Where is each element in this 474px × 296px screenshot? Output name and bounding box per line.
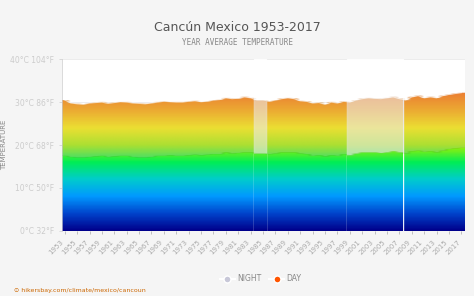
Text: Cancún Mexico 1953-2017: Cancún Mexico 1953-2017 [154,21,320,34]
Legend: NIGHT, DAY: NIGHT, DAY [217,271,305,286]
Y-axis label: TEMPERATURE: TEMPERATURE [1,120,7,170]
Text: YEAR AVERAGE TEMPERATURE: YEAR AVERAGE TEMPERATURE [182,38,292,47]
Bar [254,59,266,231]
Text: ⊙ hikersbay.com/climate/mexico/cancoun: ⊙ hikersbay.com/climate/mexico/cancoun [14,288,146,293]
Bar [347,59,402,231]
